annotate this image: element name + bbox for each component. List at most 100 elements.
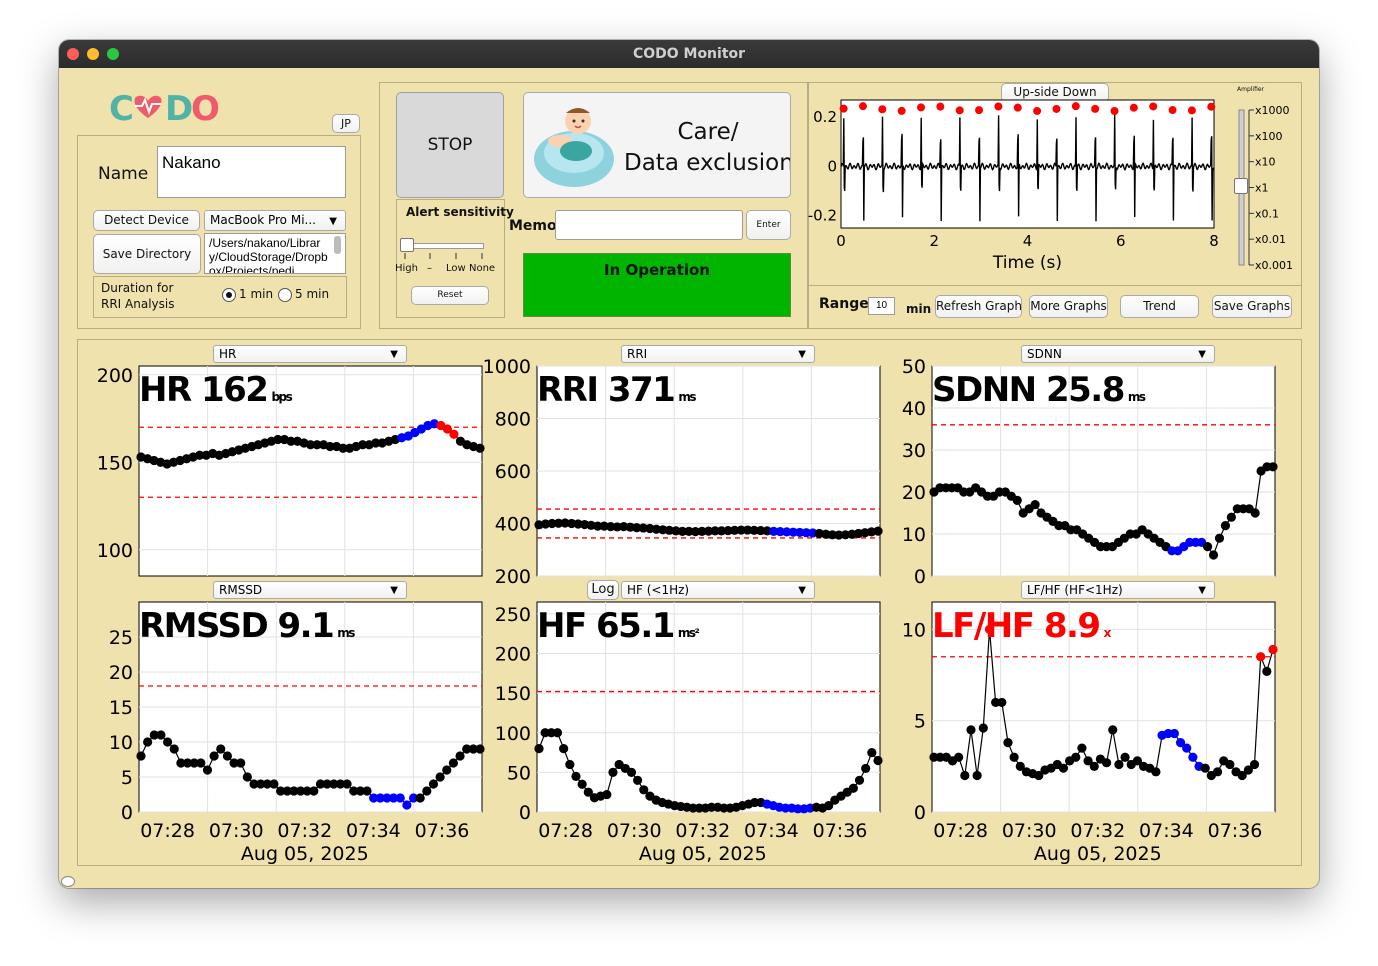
radio-selected-dot bbox=[226, 292, 232, 298]
chart-data-point bbox=[143, 737, 153, 747]
chart-data-point bbox=[703, 526, 714, 536]
chart-title-value: LF/HF 8.9 x bbox=[932, 606, 1112, 646]
amplifier-level-label: x0.001 bbox=[1255, 259, 1293, 272]
upside-down-button[interactable]: Up-side Down bbox=[1001, 83, 1109, 102]
chart-y-tick-label: 0 bbox=[914, 566, 926, 588]
chart-metric-select[interactable]: SDNN ▼ bbox=[1021, 345, 1215, 363]
resize-grip[interactable] bbox=[61, 876, 75, 887]
refresh-graph-button[interactable]: Refresh Graph bbox=[935, 295, 1022, 318]
chart-x-tick-label: 07:30 bbox=[209, 820, 264, 842]
reset-button[interactable]: Reset bbox=[411, 286, 489, 305]
detect-device-button[interactable]: Detect Device bbox=[93, 210, 200, 231]
title-bar: CODO Monitor bbox=[59, 40, 1319, 68]
more-graphs-button[interactable]: More Graphs bbox=[1029, 295, 1108, 318]
chart-y-tick-label: 1000 bbox=[483, 356, 531, 378]
care-label-line1: Care/ bbox=[677, 119, 739, 145]
chart-data-point bbox=[229, 758, 239, 768]
chart-data-point bbox=[997, 697, 1007, 708]
chart-data-point bbox=[606, 522, 616, 532]
chart-data-point bbox=[827, 530, 837, 540]
chart-y-tick-label: 30 bbox=[902, 440, 926, 462]
chart-data-point bbox=[873, 526, 883, 536]
chart-data-point bbox=[449, 429, 459, 439]
chart-y-tick-label: 50 bbox=[507, 762, 531, 784]
trend-chart-rri: 200 400 600 800 1000 RRI 371 ms bbox=[483, 356, 883, 588]
chart-data-point bbox=[795, 527, 805, 538]
chevron-down-icon: ▼ bbox=[1198, 585, 1206, 596]
device-select[interactable]: MacBook Pro Mi... ▼ bbox=[204, 210, 346, 231]
name-input[interactable]: Nakano bbox=[157, 146, 346, 198]
chart-y-tick-label: 10 bbox=[109, 732, 133, 754]
chart-data-point bbox=[442, 765, 452, 775]
chart-data-point bbox=[1175, 738, 1186, 748]
minimize-window-button[interactable] bbox=[87, 48, 99, 60]
chart-data-point bbox=[1250, 508, 1260, 518]
ecg-r-peak-marker bbox=[897, 106, 906, 115]
close-window-button[interactable] bbox=[67, 48, 79, 60]
ecg-r-peak-marker bbox=[1091, 104, 1100, 113]
chart-data-point bbox=[848, 783, 858, 793]
chart-data-point bbox=[1208, 550, 1219, 560]
memo-input[interactable] bbox=[555, 210, 743, 240]
stop-button[interactable]: STOP bbox=[396, 92, 504, 198]
radio-1min[interactable] bbox=[222, 288, 236, 302]
chart-data-point bbox=[684, 526, 694, 536]
chart-metric-select[interactable]: LF/HF (HF<1Hz) ▼ bbox=[1021, 581, 1215, 599]
directory-scrollbar[interactable] bbox=[334, 236, 341, 254]
chart-data-point bbox=[1212, 767, 1223, 777]
alert-sensitivity-group bbox=[396, 199, 505, 318]
chart-y-tick-label: 20 bbox=[902, 482, 926, 504]
range-label: Range bbox=[819, 296, 869, 312]
language-jp-button[interactable]: JP bbox=[332, 114, 360, 133]
chart-data-point bbox=[1226, 512, 1236, 522]
app-window: CODO Monitor C D O JP Name Nakano Detect… bbox=[59, 40, 1319, 888]
chart-data-point bbox=[1015, 761, 1025, 771]
chart-data-point bbox=[743, 525, 753, 535]
chevron-down-icon: ▼ bbox=[798, 585, 806, 596]
chart-x-tick-label: 07:32 bbox=[675, 820, 730, 842]
ecg-r-peak-marker bbox=[1129, 103, 1138, 112]
chart-data-point bbox=[972, 770, 982, 781]
chart-data-point bbox=[209, 751, 219, 761]
chart-data-point bbox=[1101, 758, 1112, 768]
enter-button[interactable]: Enter bbox=[746, 210, 791, 240]
chart-metric-select[interactable]: HR ▼ bbox=[213, 345, 407, 363]
chart-data-point bbox=[1034, 770, 1044, 781]
chart-data-point bbox=[1012, 495, 1022, 505]
chart-data-point bbox=[788, 527, 798, 537]
chart-metric-select[interactable]: HF (<1Hz) ▼ bbox=[621, 581, 815, 599]
save-directory-button[interactable]: Save Directory bbox=[93, 234, 201, 274]
trend-chart-rmssd: 0 5 10 15 20 25 RMSSD 9.1 ms 07:28 07:30 07:32 07:3… bbox=[109, 601, 485, 865]
chart-title-value: HF 65.1 ms² bbox=[537, 606, 700, 646]
ecg-r-peak-marker bbox=[917, 103, 926, 112]
chart-data-point bbox=[1089, 761, 1099, 771]
chart-metric-select[interactable]: RRI ▼ bbox=[621, 345, 815, 363]
save-graphs-button[interactable]: Save Graphs bbox=[1212, 295, 1292, 318]
chart-y-tick-label: 25 bbox=[109, 627, 133, 649]
range-input[interactable]: 10 bbox=[868, 297, 895, 315]
chart-data-point bbox=[362, 786, 372, 796]
trend-chart-sdnn: 0 10 20 30 40 50 SDNN 25.8 ms bbox=[902, 356, 1278, 588]
alert-sensitivity-slider[interactable] bbox=[400, 238, 414, 252]
ecg-x-tick-label: 8 bbox=[1209, 232, 1219, 250]
chart-data-point bbox=[176, 758, 186, 768]
trend-button[interactable]: Trend bbox=[1120, 295, 1199, 318]
chart-data-point bbox=[448, 758, 459, 768]
chart-data-point bbox=[677, 526, 688, 536]
chart-data-point bbox=[716, 526, 727, 536]
chart-data-point bbox=[371, 438, 381, 448]
chart-data-point bbox=[775, 527, 785, 537]
care-data-exclusion-button[interactable]: Care/ Data exclusion bbox=[523, 92, 791, 198]
zoom-window-button[interactable] bbox=[107, 48, 119, 60]
log-scale-button[interactable]: Log bbox=[587, 580, 619, 600]
chart-metric-select-value: HR bbox=[219, 347, 237, 361]
ecg-r-peak-marker bbox=[1207, 102, 1216, 111]
radio-5min[interactable] bbox=[278, 288, 292, 302]
directory-path-field[interactable]: /Users/nakano/Library/CloudStorage/Dropb… bbox=[204, 233, 346, 274]
chart-data-point bbox=[824, 801, 834, 811]
chart-data-point bbox=[408, 793, 419, 803]
trend-chart-hf: 0 50 100 150 200 250 HF 65.1 ms² 07:28 07:30 07:32… bbox=[495, 601, 883, 865]
chart-metric-select[interactable]: RMSSD ▼ bbox=[213, 581, 407, 599]
amplifier-slider-thumb[interactable] bbox=[1234, 178, 1248, 194]
memo-label: Memo bbox=[509, 218, 557, 234]
